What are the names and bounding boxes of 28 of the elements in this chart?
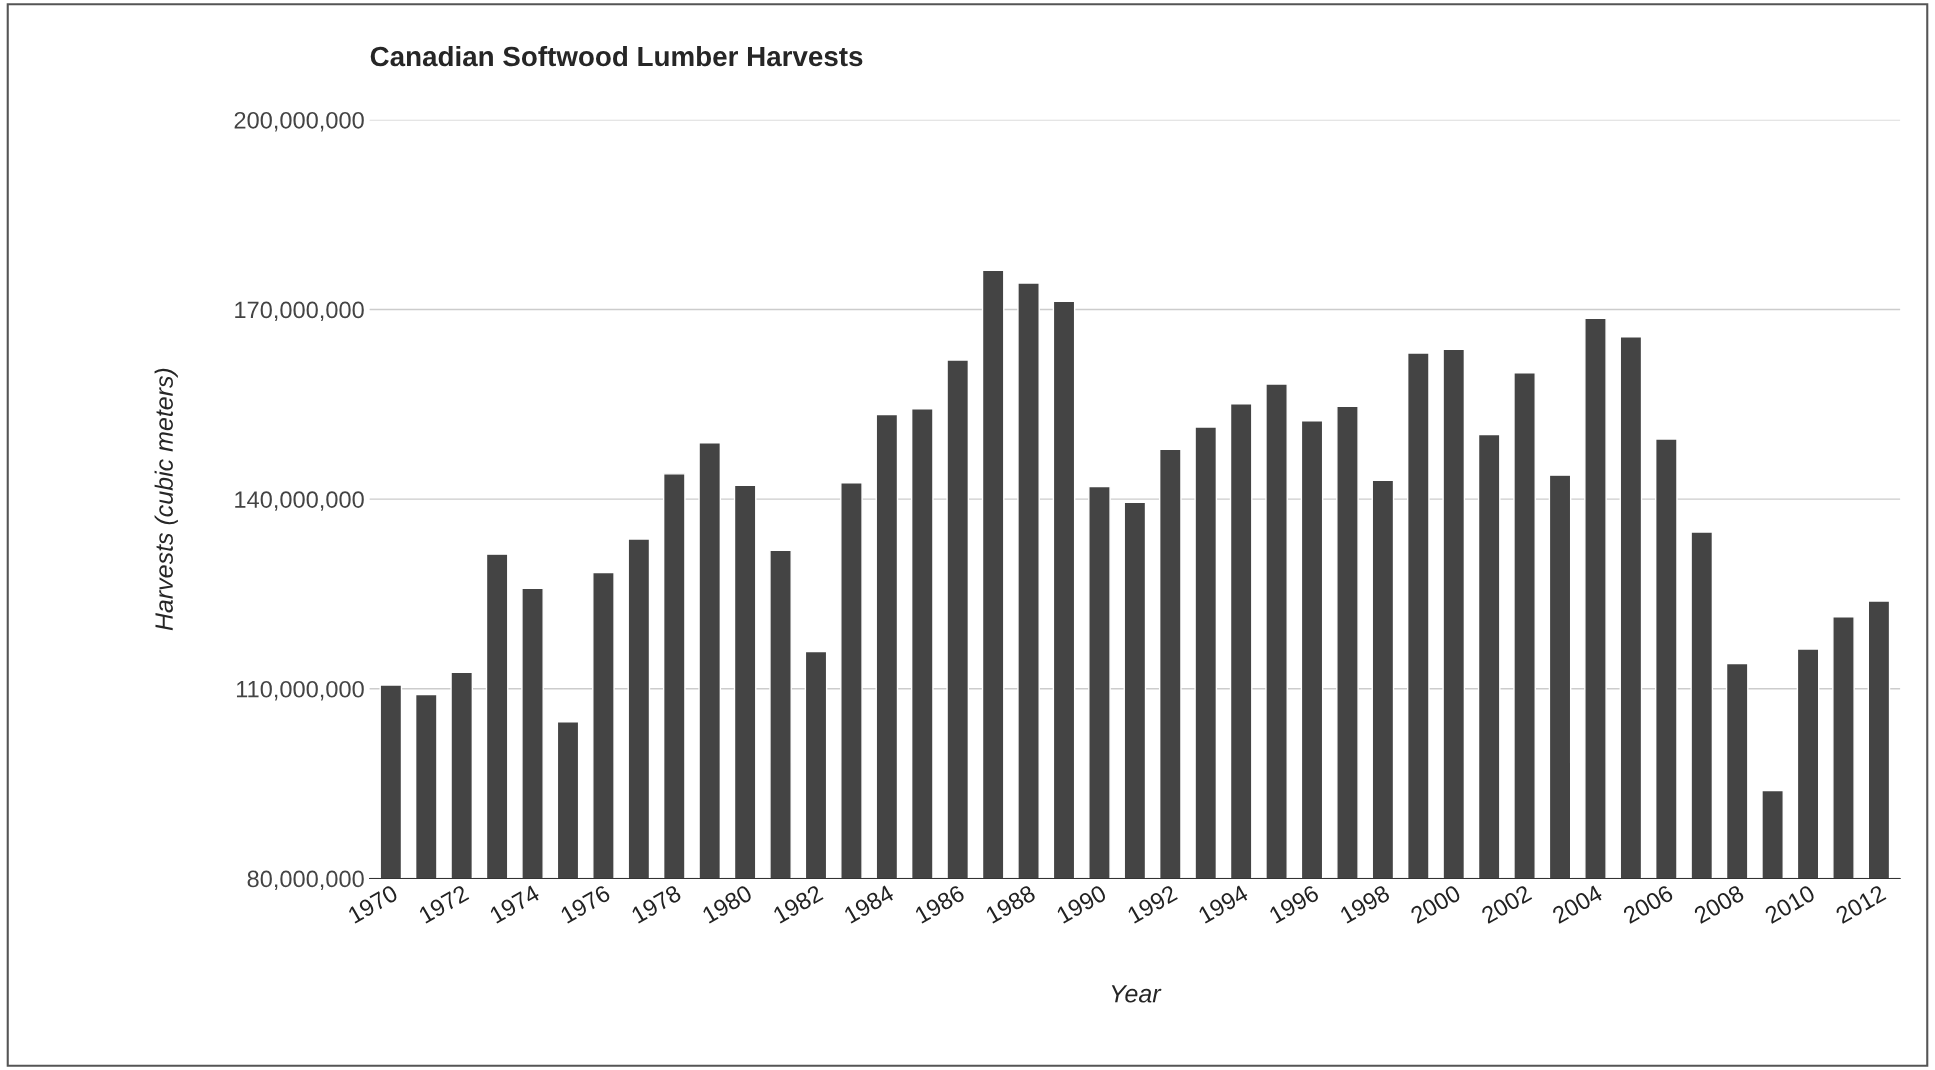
x-tick-label: 2010: [1763, 884, 1816, 925]
x-tick-label: 1988: [984, 884, 1037, 924]
x-tick-label: 2002: [1480, 884, 1533, 925]
y-tick-label: 170,000,000: [235, 301, 364, 322]
y-axis-title: Harvests (cubic meters): [154, 368, 178, 631]
x-tick-label: 1976: [559, 884, 612, 924]
x-tick-label: 1998: [1339, 884, 1391, 924]
x-axis-title: Year: [1111, 985, 1162, 1003]
x-tick-label: 2000: [1409, 884, 1462, 925]
x-tick-label: 1972: [418, 884, 470, 924]
x-tick-label: 2012: [1834, 884, 1887, 925]
x-tick-label: 1982: [772, 884, 824, 924]
x-tick-label: 2004: [1551, 884, 1604, 925]
x-tick-label: 1986: [914, 884, 966, 924]
y-tick-label: 140,000,000: [235, 491, 364, 511]
x-tick-label: 2008: [1693, 884, 1745, 925]
x-tick-label: 1994: [1197, 884, 1250, 924]
y-tick-label: 200,000,000: [234, 111, 364, 132]
x-tick-label: 1992: [1126, 884, 1178, 924]
x-tick-label: 1984: [843, 884, 895, 924]
x-tick-label: 1980: [701, 884, 754, 924]
chart-title: Canadian Softwood Lumber Harvests: [370, 45, 863, 67]
x-tick-label: 1990: [1055, 884, 1108, 924]
x-tick-label: 1974: [488, 884, 541, 924]
x-tick-label: 1978: [630, 884, 683, 924]
x-tick-label: 2006: [1622, 884, 1675, 925]
x-tick-label: 1996: [1268, 884, 1320, 924]
y-tick-label: 110,000,000: [236, 680, 364, 701]
